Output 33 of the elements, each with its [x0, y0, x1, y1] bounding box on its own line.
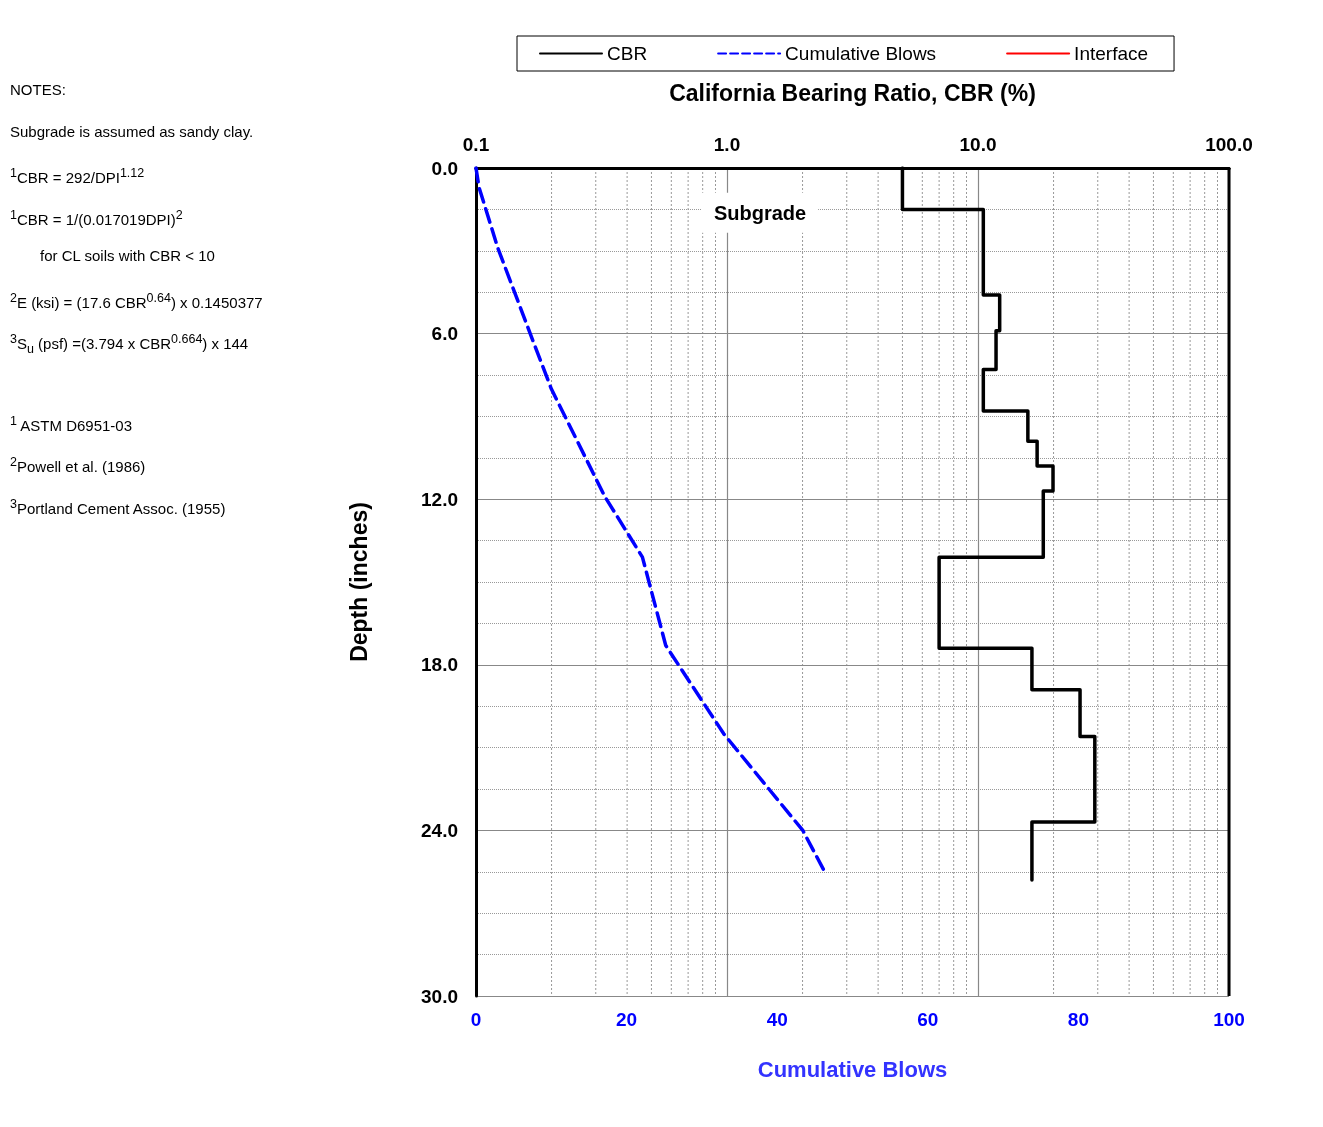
y-tick-label: 12.0	[421, 488, 458, 510]
legend-label: CBR	[607, 43, 648, 64]
y-tick-label: 24.0	[421, 819, 458, 841]
x-tick-label: 40	[766, 1009, 788, 1030]
y-tick-label: 18.0	[421, 654, 458, 676]
text: for CL soils with CBR < 10	[39, 246, 216, 266]
text: $^{3}$S$_{u}$ (psf) =(3.794 x CBR$^{0.664}$) x 144	[10, 331, 250, 358]
x-tick-label: 0	[470, 1009, 482, 1030]
text: $^{2}$Powell et al. (1986)	[10, 454, 147, 477]
x2-axis-title: California Bearing Ratio, CBR (%)	[669, 79, 1036, 106]
text: $^{2}$E (ksi) = (17.6 CBR$^{0.64}$) x 0.1450377	[10, 289, 264, 313]
x2-tick-label: 0.1	[462, 134, 490, 155]
x-tick-label: 20	[616, 1009, 638, 1030]
text: $^{1}$CBR = 1/(0.017019DPI)$^{2}$	[10, 206, 184, 230]
annotation: Subgrade	[713, 201, 807, 224]
x-tick-label: 80	[1067, 1009, 1089, 1030]
legend-label: Interface	[1074, 43, 1149, 64]
y-axis-title: Depth (inches)	[345, 502, 372, 662]
text: NOTES:	[10, 80, 67, 100]
x2-tick-label: 10.0	[959, 134, 997, 155]
text: $^{1}$ ASTM D6951-03	[10, 412, 133, 436]
text: $^{3}$Portland Cement Assoc. (1955)	[10, 495, 227, 519]
text: $^{1}$CBR = 292/DPI$^{1.12}$	[10, 165, 146, 188]
x-tick-label: 60	[917, 1009, 939, 1030]
x2-tick-label: 1.0	[713, 134, 741, 155]
y-tick-label: 0.0	[431, 157, 458, 179]
x-axis-title: Cumulative Blows	[757, 1056, 948, 1082]
x-tick-label: 100	[1213, 1009, 1245, 1030]
y-tick-label: 30.0	[421, 985, 458, 1007]
text: Subgrade is assumed as sandy clay.	[10, 121, 255, 142]
y-tick-label: 6.0	[431, 323, 458, 345]
legend-label: Cumulative Blows	[785, 43, 937, 64]
x2-tick-label: 100.0	[1205, 134, 1253, 155]
